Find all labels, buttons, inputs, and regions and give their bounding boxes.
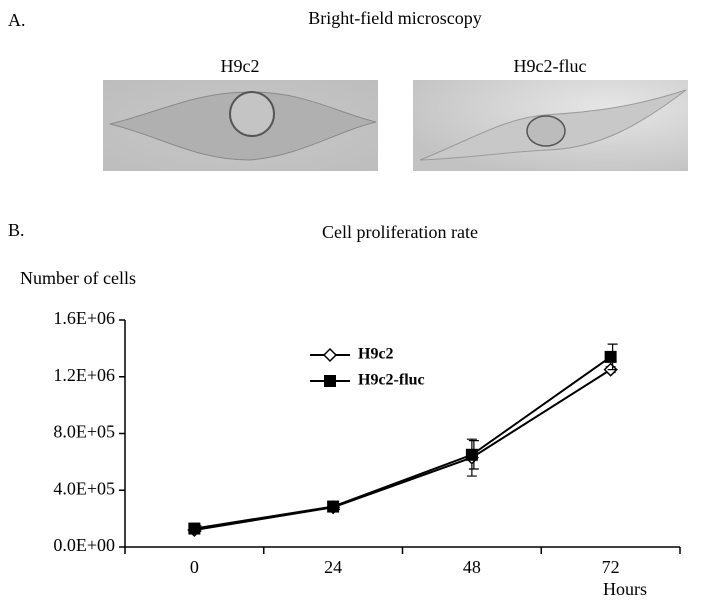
- legend-label: H9c2-fluc: [358, 372, 425, 389]
- y-axis-label: Number of cells: [20, 268, 136, 288]
- x-tick-label: 0: [190, 557, 199, 577]
- panel-title: Bright-field microscopy: [308, 8, 481, 28]
- y-tick-label: 4.0E+05: [53, 478, 115, 498]
- legend-marker: [322, 347, 338, 363]
- panel-label: B.: [8, 220, 25, 240]
- panel-label: A.: [8, 10, 26, 30]
- x-tick-label: 24: [324, 557, 342, 577]
- x-tick-label: 48: [463, 557, 481, 577]
- marker: [188, 522, 201, 535]
- series-line: [194, 368, 612, 531]
- marker: [604, 350, 617, 363]
- legend-label: H9c2: [358, 346, 394, 363]
- y-tick-label: 8.0E+05: [53, 422, 115, 442]
- y-tick-label: 1.2E+06: [53, 365, 115, 385]
- micrograph: [413, 80, 688, 171]
- chart-title: Cell proliferation rate: [322, 222, 478, 242]
- image-label: H9c2-fluc: [514, 56, 587, 76]
- y-tick-label: 0.0E+00: [53, 535, 115, 555]
- marker: [327, 500, 340, 513]
- image-label: H9c2: [221, 56, 260, 76]
- x-axis-label: Hours: [603, 579, 647, 599]
- marker: [465, 448, 478, 461]
- micrograph: [103, 80, 378, 171]
- legend-marker: [324, 375, 336, 387]
- y-tick-label: 1.6E+06: [53, 308, 115, 328]
- x-tick-label: 72: [602, 557, 620, 577]
- series-line: [194, 356, 612, 530]
